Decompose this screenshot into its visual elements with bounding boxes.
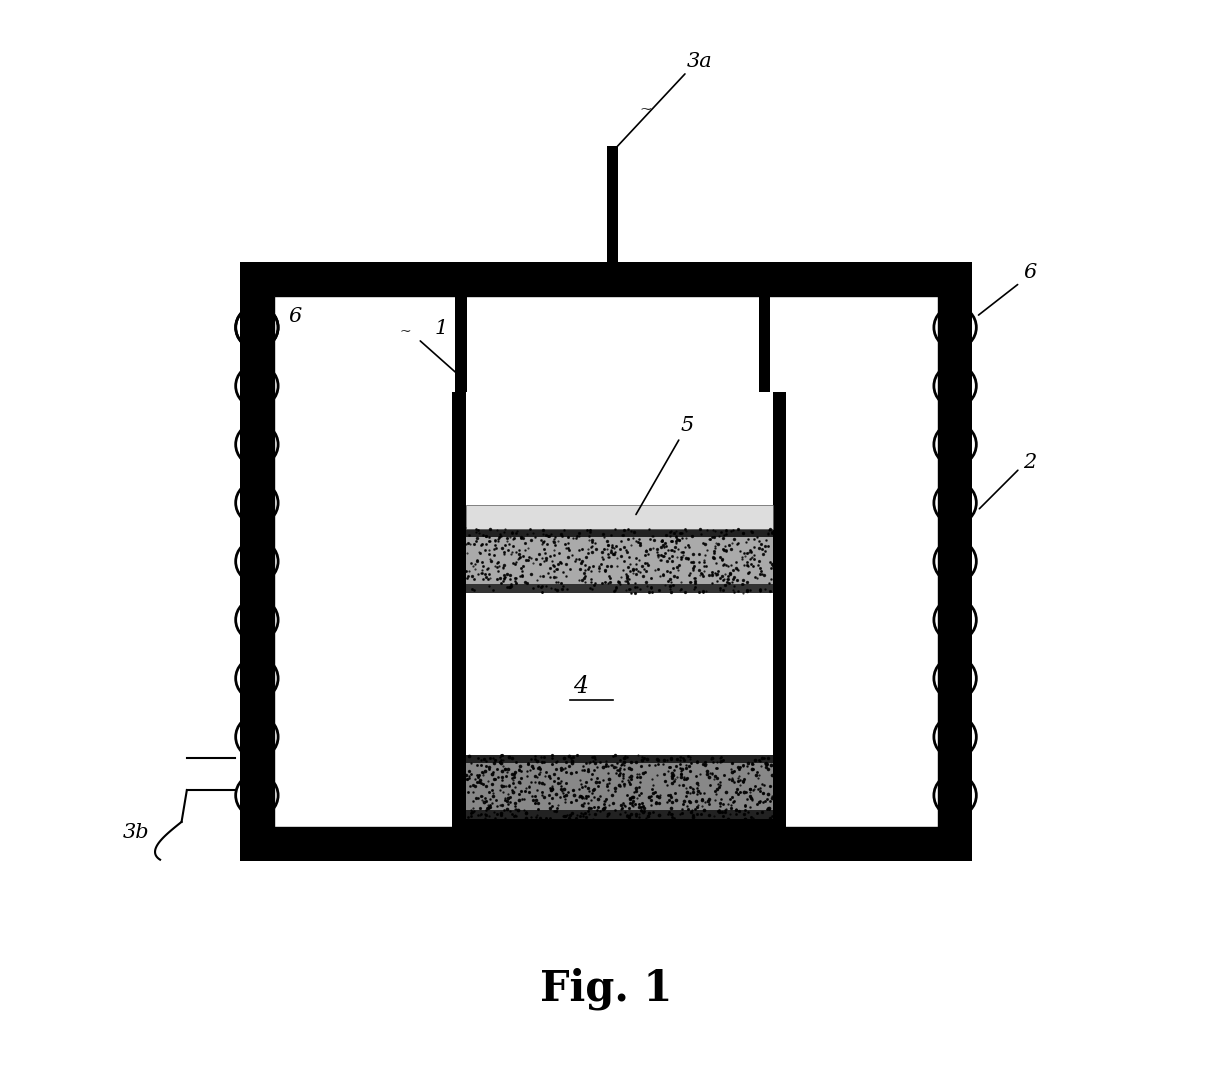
Text: 6: 6 bbox=[1023, 262, 1036, 282]
Text: 1: 1 bbox=[434, 319, 447, 338]
FancyBboxPatch shape bbox=[465, 527, 772, 538]
FancyBboxPatch shape bbox=[772, 392, 787, 832]
FancyBboxPatch shape bbox=[452, 819, 787, 832]
FancyBboxPatch shape bbox=[465, 811, 772, 819]
Text: ~: ~ bbox=[639, 103, 652, 117]
Text: 5: 5 bbox=[636, 416, 693, 515]
FancyBboxPatch shape bbox=[240, 261, 972, 861]
FancyBboxPatch shape bbox=[465, 592, 772, 755]
FancyBboxPatch shape bbox=[465, 755, 772, 819]
Text: 6: 6 bbox=[288, 307, 302, 326]
FancyBboxPatch shape bbox=[465, 505, 772, 529]
Text: 3a: 3a bbox=[687, 52, 713, 71]
Text: Fig. 1: Fig. 1 bbox=[539, 968, 673, 1009]
FancyBboxPatch shape bbox=[454, 296, 467, 392]
FancyBboxPatch shape bbox=[274, 296, 938, 827]
FancyBboxPatch shape bbox=[465, 529, 772, 592]
FancyBboxPatch shape bbox=[759, 296, 771, 392]
FancyBboxPatch shape bbox=[445, 273, 781, 298]
FancyBboxPatch shape bbox=[452, 392, 465, 832]
Text: 3b: 3b bbox=[124, 822, 150, 842]
Text: 4: 4 bbox=[573, 675, 588, 698]
Text: 2: 2 bbox=[1023, 454, 1036, 472]
Text: ~: ~ bbox=[399, 325, 411, 339]
FancyBboxPatch shape bbox=[465, 584, 772, 592]
FancyBboxPatch shape bbox=[607, 146, 618, 273]
FancyBboxPatch shape bbox=[465, 752, 772, 763]
